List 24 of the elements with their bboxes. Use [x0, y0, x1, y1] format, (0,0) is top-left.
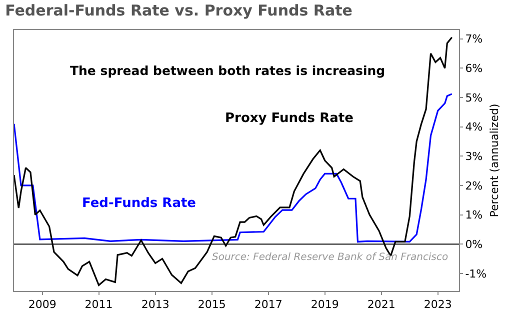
y-tick-label: 3%	[465, 150, 483, 163]
text: Proxy Funds Rate	[225, 111, 354, 126]
line-series	[14, 93, 453, 243]
y-tick-label: 1%	[465, 208, 483, 222]
y-tick-label: 6%	[465, 62, 483, 75]
annotation: Source: Federal Reserve Bank of San Francisco	[212, 252, 448, 263]
x-tick-label: 2015	[198, 298, 226, 312]
chart-title: Federal-Funds Rate vs. Proxy Funds Rate	[5, 1, 352, 20]
y-axis-title: Percent (annualized)	[488, 104, 501, 218]
y-tick-label: 4%	[465, 120, 483, 134]
annotation: The spread between both rates is increasing	[70, 63, 386, 78]
x-tick-label: 2017	[254, 298, 282, 312]
y-tick-label: 7%	[465, 32, 483, 46]
y-tick-label: 2%	[465, 179, 483, 192]
text: Fed-Funds Rate	[82, 196, 196, 211]
y-tick-label: 5%	[465, 91, 483, 104]
x-tick-label: 2019	[310, 298, 339, 312]
x-tick-label: 2021	[367, 298, 396, 312]
x-tick-label: 2011	[84, 298, 113, 312]
y-tick-label: 0%	[465, 238, 483, 251]
x-tick-label: 2013	[141, 298, 170, 312]
x-tick-label: 2009	[28, 298, 56, 312]
y-tick-label: -1%	[465, 267, 487, 280]
x-tick-label: 2023	[424, 298, 452, 312]
